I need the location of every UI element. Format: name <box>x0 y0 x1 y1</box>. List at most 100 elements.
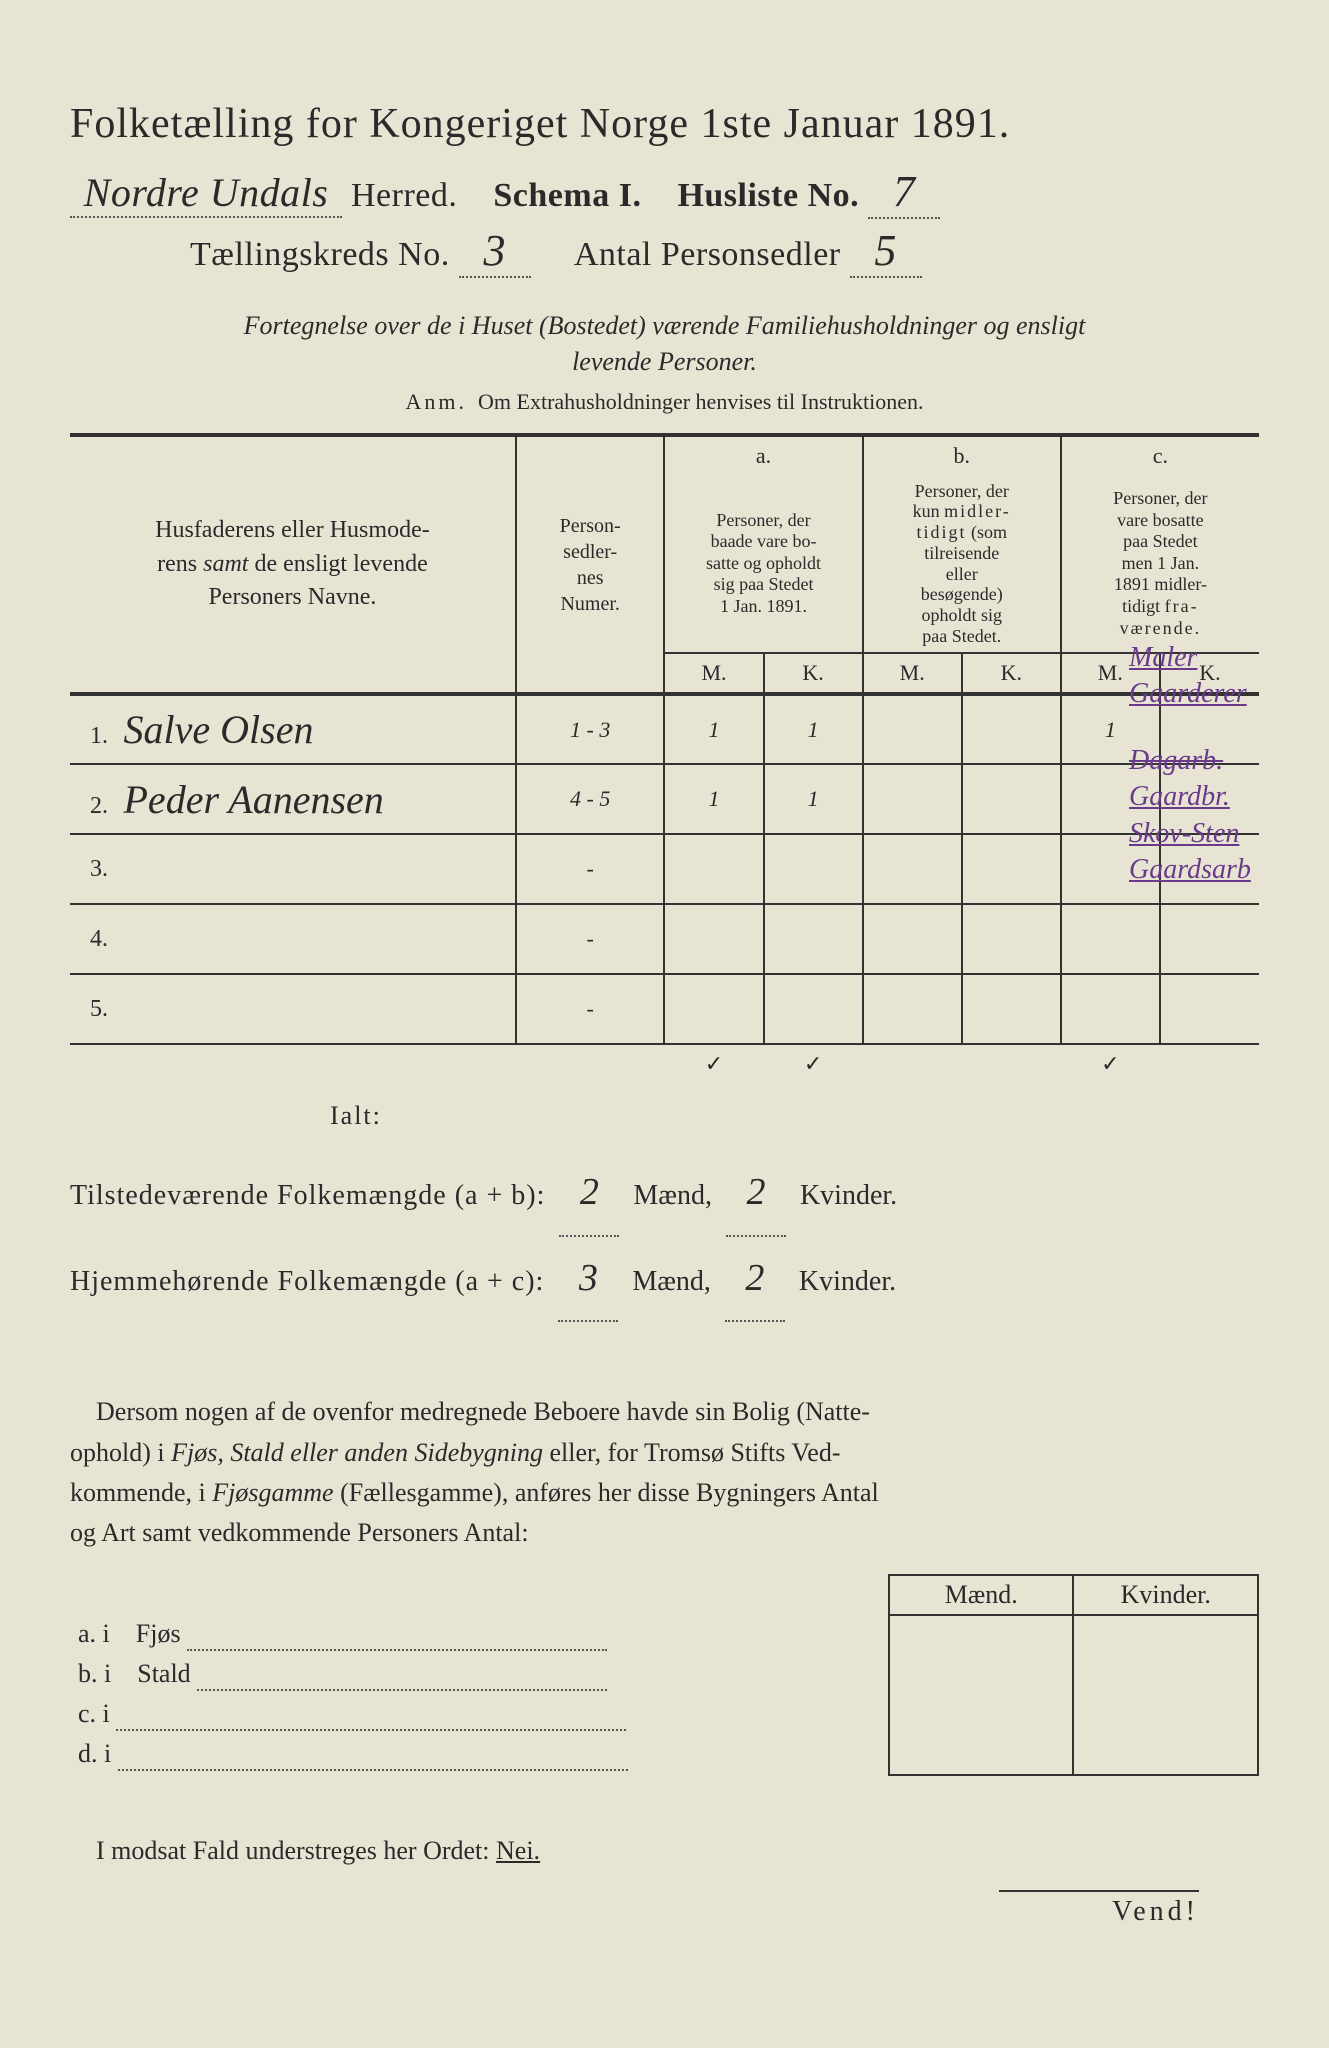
lower-lab: d. i <box>78 1739 111 1768</box>
cell-num: 4 - 5 <box>516 764 665 834</box>
head-a-m: M. <box>664 653 763 694</box>
table-row: 2. Peder Aanensen 4 - 5 1 1 <box>70 764 1259 834</box>
margin-note: Skov-Sten <box>1129 816 1299 852</box>
head-a-label: a. <box>664 435 862 475</box>
totals-line2-m: 3 <box>558 1237 618 1323</box>
checkmark-row: ✓ ✓ ✓ <box>70 1044 1259 1083</box>
row-num: 5. <box>78 996 118 1023</box>
vend-label: Vend! <box>999 1890 1199 1928</box>
schema-label: Schema I. <box>493 177 641 214</box>
head-c-label: c. <box>1061 435 1259 475</box>
lower-row: d. i <box>70 1735 1258 1775</box>
head-name: Husfaderens eller Husmode-rens samt de e… <box>70 435 516 695</box>
maend-label: Mænd, <box>633 1180 712 1211</box>
totals-line2: Hjemmehørende Folkemængde (a + c): 3 Mæn… <box>70 1237 1259 1323</box>
header-line-kreds: Tællingskreds No. 3 Antal Personsedler 5 <box>190 225 1259 278</box>
head-b-k: K. <box>962 653 1061 694</box>
margin-note: Maler <box>1129 640 1299 676</box>
husliste-no: 7 <box>868 166 940 219</box>
cell-b-k <box>962 694 1061 764</box>
totals-line1-k: 2 <box>726 1151 786 1237</box>
header-line-herred: Nordre Undals Herred. Schema I. Husliste… <box>70 166 1259 219</box>
head-a-k: K. <box>764 653 863 694</box>
margin-note: Gaarderer <box>1129 676 1299 712</box>
lower-row: c. i <box>70 1695 1258 1735</box>
subtitle-line2: levende Personer. <box>572 347 757 376</box>
person-name: Salve Olsen <box>124 706 314 753</box>
head-c: Personer, dervare bosattepaa Stedetmen 1… <box>1061 475 1259 654</box>
margin-note-strike: Dagarb. <box>1129 743 1299 779</box>
lower-text: Fjøs <box>136 1619 181 1648</box>
head-b: Personer, derkun midler-tidigt (somtilre… <box>863 475 1061 654</box>
maend-label: Mænd, <box>632 1266 711 1297</box>
cell-b-k <box>962 764 1061 834</box>
row-num: 4. <box>78 926 118 953</box>
totals-block: Tilstedeværende Folkemængde (a + b): 2 M… <box>70 1151 1259 1322</box>
lower-head-k: Kvinder. <box>1073 1575 1258 1615</box>
head-b-label: b. <box>863 435 1061 475</box>
anm-prefix: Anm. <box>406 389 468 414</box>
subtitle-line1: Fortegnelse over de i Huset (Bostedet) v… <box>244 311 1086 340</box>
kvinder-label: Kvinder. <box>799 1266 896 1297</box>
margin-note: Gaardsarb <box>1129 852 1299 888</box>
cell-a-m: 1 <box>664 764 763 834</box>
modsat-word: Nei. <box>496 1836 540 1865</box>
lower-head-m: Mænd. <box>889 1575 1073 1615</box>
side-building-paragraph: Dersom nogen af de ovenfor medregnede Be… <box>70 1392 1259 1553</box>
cell-num: - <box>516 904 665 974</box>
person-name: Peder Aanensen <box>124 776 384 823</box>
totals-line2-label: Hjemmehørende Folkemængde (a + c): <box>70 1266 544 1297</box>
cell-a-m: 1 <box>664 694 763 764</box>
form-subtitle: Fortegnelse over de i Huset (Bostedet) v… <box>70 308 1259 381</box>
totals-line1-m: 2 <box>559 1151 619 1237</box>
modsat-text: I modsat Fald understreges her Ordet: <box>96 1836 496 1865</box>
totals-line1-label: Tilstedeværende Folkemængde (a + b): <box>70 1180 545 1211</box>
herred-label: Herred. <box>351 177 457 214</box>
table-row: 4. - <box>70 904 1259 974</box>
lower-row: a. i Fjøs <box>70 1615 1258 1655</box>
kreds-no: 3 <box>459 225 531 278</box>
cell-b-m <box>863 694 962 764</box>
main-table: Husfaderens eller Husmode-rens samt de e… <box>70 433 1259 1084</box>
kreds-label: Tællingskreds No. <box>190 236 450 273</box>
head-a: Personer, derbaade vare bo-satte og opho… <box>664 475 862 654</box>
cell-num: 1 - 3 <box>516 694 665 764</box>
lower-lab: b. i <box>78 1659 111 1688</box>
row-num: 3. <box>78 856 118 883</box>
side-building-table: Mænd. Kvinder. a. i Fjøs b. i Stald c. i… <box>70 1574 1259 1776</box>
table-row: 5. - <box>70 974 1259 1044</box>
cell-a-k: 1 <box>764 694 863 764</box>
herred-value: Nordre Undals <box>70 169 342 218</box>
margin-note: Gaardbr. <box>1129 779 1299 815</box>
cell-b-m <box>863 764 962 834</box>
lower-row: b. i Stald <box>70 1655 1258 1695</box>
census-form-page: Folketælling for Kongeriget Norge 1ste J… <box>0 0 1329 2048</box>
kvinder-label: Kvinder. <box>800 1180 897 1211</box>
cell-a-k: 1 <box>764 764 863 834</box>
head-b-m: M. <box>863 653 962 694</box>
page-title: Folketælling for Kongeriget Norge 1ste J… <box>70 100 1259 148</box>
husliste-label: Husliste No. <box>677 177 859 214</box>
check-a-k: ✓ <box>764 1044 863 1083</box>
totals-line2-k: 2 <box>725 1237 785 1323</box>
lower-text: Stald <box>137 1659 190 1688</box>
lower-lab: c. i <box>78 1699 110 1728</box>
modsat-line: I modsat Fald understreges her Ordet: Ne… <box>70 1836 1259 1866</box>
anm-note: Anm. Om Extrahusholdninger henvises til … <box>70 389 1259 415</box>
cell-num: - <box>516 974 665 1044</box>
cell-num: - <box>516 834 665 904</box>
ialt-label: Ialt: <box>330 1101 1259 1131</box>
personsedler-no: 5 <box>850 225 922 278</box>
totals-line1: Tilstedeværende Folkemængde (a + b): 2 M… <box>70 1151 1259 1237</box>
check-a-m: ✓ <box>664 1044 763 1083</box>
check-c-m: ✓ <box>1061 1044 1160 1083</box>
lower-lab: a. i <box>78 1619 110 1648</box>
anm-text: Om Extrahusholdninger henvises til Instr… <box>478 389 923 414</box>
lower-head-row: Mænd. Kvinder. <box>70 1575 1258 1615</box>
row-num: 2. <box>78 793 118 820</box>
margin-annotations: Maler Gaarderer Dagarb. Gaardbr. Skov-St… <box>1129 640 1299 888</box>
table-row: 1. Salve Olsen 1 - 3 1 1 1 <box>70 694 1259 764</box>
head-num: Person-sedler-nesNumer. <box>516 435 665 695</box>
table-row: 3. - <box>70 834 1259 904</box>
row-num: 1. <box>78 723 118 750</box>
